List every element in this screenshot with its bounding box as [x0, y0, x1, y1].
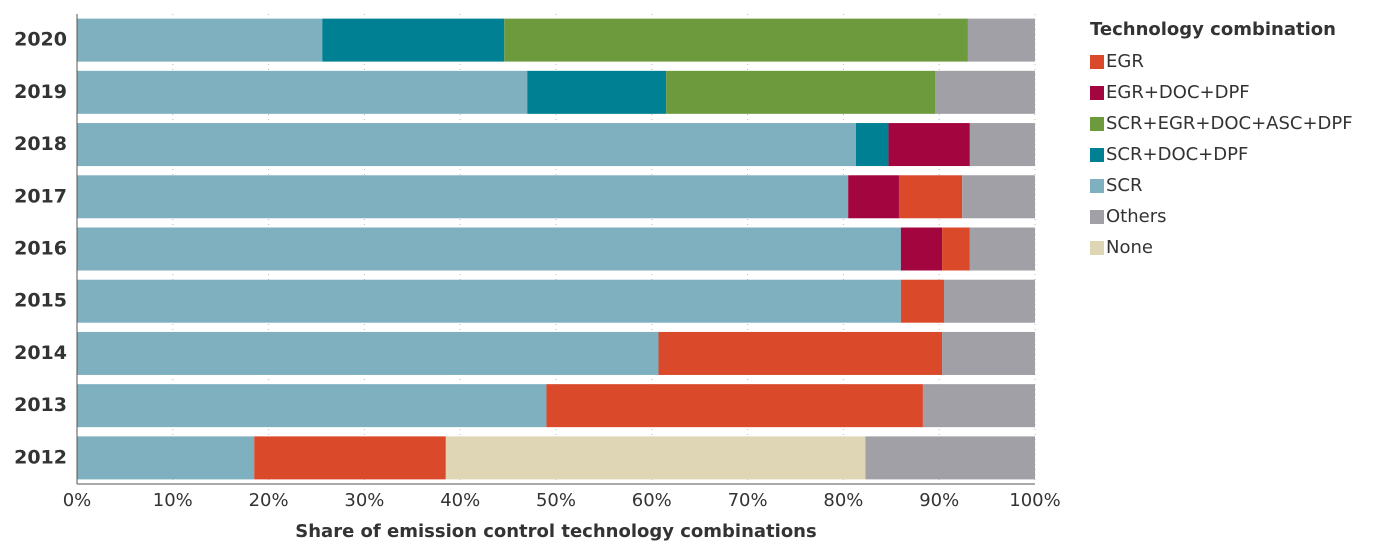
y-tick-label: 2019	[14, 81, 67, 103]
bar-segment	[922, 384, 1035, 428]
x-tick-label: 10%	[153, 490, 193, 511]
bar-segment	[900, 227, 943, 271]
bar-segment	[322, 18, 505, 62]
legend-swatch	[1090, 210, 1104, 224]
bar-segment	[77, 436, 255, 480]
bar-segment	[658, 331, 943, 375]
legend-swatch	[1090, 86, 1104, 100]
bar-segment	[666, 70, 936, 114]
bar-segment	[969, 123, 1035, 167]
bar-segment	[942, 227, 970, 271]
y-tick-label: 2014	[14, 342, 67, 364]
bar-segment	[504, 18, 968, 62]
bar-segment	[969, 227, 1035, 271]
bar-segment	[967, 18, 1035, 62]
x-tick-label: 100%	[1009, 490, 1060, 511]
y-tick-label: 2015	[14, 290, 67, 312]
x-tick-label: 40%	[440, 490, 480, 511]
legend-label: None	[1106, 237, 1153, 258]
bar-segment	[77, 279, 901, 323]
legend-title: Technology combination	[1090, 19, 1336, 40]
legend-label: Others	[1106, 206, 1167, 227]
bar-segment	[942, 331, 1035, 375]
y-tick-label: 2017	[14, 185, 67, 207]
y-tick-label: 2018	[14, 133, 67, 155]
x-tick-label: 30%	[344, 490, 384, 511]
bar-segment	[77, 227, 901, 271]
x-tick-label: 90%	[919, 490, 959, 511]
legend-swatch	[1090, 148, 1104, 162]
bar-segment	[77, 18, 323, 62]
bar-segment	[445, 436, 866, 480]
x-tick-label: 80%	[823, 490, 863, 511]
bar-segment	[848, 175, 899, 219]
x-tick-label: 0%	[63, 490, 92, 511]
x-tick-label: 20%	[249, 490, 289, 511]
legend-label: SCR	[1106, 175, 1143, 196]
x-axis-title: Share of emission control technology com…	[295, 521, 816, 542]
x-tick-label: 50%	[536, 490, 576, 511]
legend-label: SCR+EGR+DOC+ASC+DPF	[1106, 113, 1353, 134]
y-tick-label: 2013	[14, 394, 67, 416]
y-tick-label: 2012	[14, 446, 67, 468]
legend-swatch	[1090, 55, 1104, 69]
bar-segment	[546, 384, 923, 428]
legend-label: EGR+DOC+DPF	[1106, 82, 1250, 103]
legend-label: SCR+DOC+DPF	[1106, 144, 1248, 165]
bar-segment	[77, 384, 547, 428]
bar-segment	[527, 70, 667, 114]
bar-segment	[962, 175, 1035, 219]
y-tick-label: 2016	[14, 238, 67, 260]
bar-segment	[935, 70, 1035, 114]
bar-segment	[77, 123, 856, 167]
legend-swatch	[1090, 241, 1104, 255]
bar-segment	[865, 436, 1035, 480]
bar-segment	[855, 123, 889, 167]
bar-segment	[943, 279, 1035, 323]
bar-segment	[888, 123, 970, 167]
bar-segment	[898, 175, 963, 219]
bar-segment	[77, 175, 849, 219]
legend-swatch	[1090, 179, 1104, 193]
bar-segment	[77, 70, 528, 114]
bar-segment	[900, 279, 944, 323]
bar-segment	[77, 331, 659, 375]
legend-swatch	[1090, 117, 1104, 131]
legend-label: EGR	[1106, 51, 1144, 72]
y-tick-label: 2020	[14, 29, 67, 51]
x-tick-label: 60%	[632, 490, 672, 511]
bar-segment	[254, 436, 446, 480]
x-tick-label: 70%	[728, 490, 768, 511]
